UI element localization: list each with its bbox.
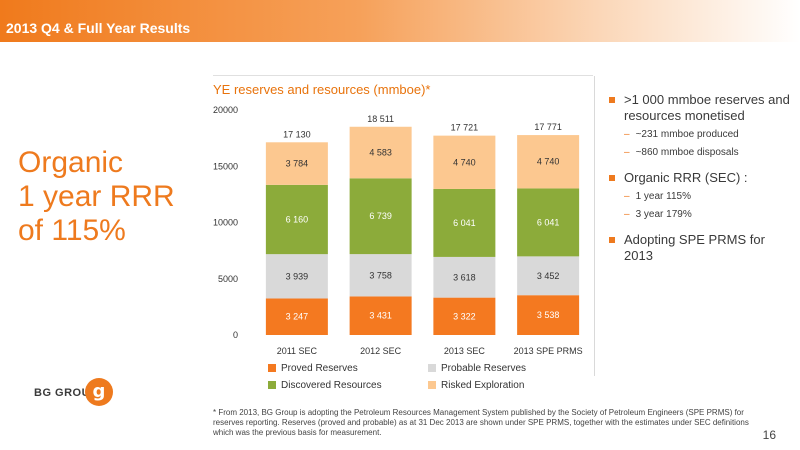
headline-line-3: of 115% [18, 214, 126, 247]
bullet-square-icon [609, 97, 615, 103]
y-tick-label: 15000 [213, 161, 238, 171]
legend-label: Probable Reserves [441, 363, 526, 374]
bar-value-label: 6 160 [286, 215, 309, 225]
bar-value-label: 3 431 [369, 311, 392, 321]
bar-segment [265, 142, 328, 185]
bar-segment [433, 256, 496, 298]
bar-value-label: 3 784 [286, 159, 309, 169]
bar-total-label: 18 511 [367, 114, 394, 124]
headline-line-1: Organic [18, 146, 124, 179]
bullet-2: Organic RRR (SEC) : [608, 170, 793, 186]
sub-bullet: –3 year 179% [624, 209, 692, 220]
x-tick-label: 2013 SPE PRMS [514, 346, 583, 356]
legend-swatch [428, 381, 436, 389]
legend-label: Proved Reserves [281, 363, 358, 374]
bar-value-label: 3 939 [286, 271, 309, 281]
bg-group-logo-text: BG GROUP [34, 387, 98, 399]
legend-swatch [268, 364, 276, 372]
header-band [0, 0, 800, 42]
x-tick-label: 2012 SEC [360, 346, 402, 356]
bar-value-label: 3 758 [369, 270, 392, 280]
bullet-square-icon [609, 237, 615, 243]
bar-value-label: 3 618 [453, 272, 476, 282]
bar-segment [349, 254, 412, 297]
slide-title: 2013 Q4 & Full Year Results [6, 20, 191, 36]
y-tick-label: 10000 [213, 218, 238, 228]
y-tick-label: 5000 [218, 274, 238, 284]
bar-segment [433, 135, 496, 189]
y-tick-label: 0 [233, 330, 238, 340]
bg-group-logo-icon: g [85, 378, 113, 406]
legend-label: Risked Exploration [441, 380, 524, 391]
section-divider [594, 76, 595, 376]
bar-segment [517, 135, 580, 189]
bar-segment [349, 296, 412, 335]
bar-segment [433, 297, 496, 335]
bar-value-label: 4 740 [537, 157, 560, 167]
bar-value-label: 6 041 [453, 218, 476, 228]
bar-segment [433, 188, 496, 257]
bar-segment [265, 184, 328, 255]
bar-segment [517, 295, 580, 335]
bullet-1: >1 000 mmboe reserves and resources mone… [608, 92, 793, 124]
x-tick-label: 2013 SEC [444, 346, 486, 356]
footnote: * From 2013, BG Group is adopting the Pe… [213, 408, 749, 437]
page-number: 16 [762, 428, 776, 442]
headline-line-2: 1 year RRR [18, 180, 175, 213]
y-tick-label: 20000 [213, 105, 238, 115]
sub-bullet: – ~231 mmboe produced [624, 129, 739, 140]
bullet-list: >1 000 mmboe reserves and resources mone… [608, 92, 793, 264]
bar-value-label: 4 583 [369, 148, 392, 158]
bullet-square-icon [609, 175, 615, 181]
headline: Organic 1 year RRR of 115% [18, 146, 208, 248]
bar-total-label: 17 721 [451, 123, 479, 133]
bar-value-label: 3 322 [453, 311, 476, 321]
bar-segment [517, 188, 580, 257]
bar-segment [349, 178, 412, 255]
sub-bullet: –1 year 115% [624, 191, 691, 202]
bar-value-label: 4 740 [453, 157, 476, 167]
bar-segment [517, 256, 580, 296]
bar-segment [349, 126, 412, 179]
bar-value-label: 3 247 [286, 312, 309, 322]
legend-swatch [268, 381, 276, 389]
bar-total-label: 17 130 [283, 129, 311, 139]
bar-total-label: 17 771 [534, 122, 562, 132]
top-rule [213, 75, 593, 76]
bullet-3: Adopting SPE PRMS for 2013 [608, 232, 793, 264]
bar-value-label: 3 538 [537, 310, 560, 320]
legend-label: Discovered Resources [281, 380, 382, 391]
bar-value-label: 6 041 [537, 217, 560, 227]
sub-bullet: – ~860 mmboe disposals [624, 147, 739, 158]
bar-value-label: 6 739 [369, 211, 392, 221]
bar-segment [265, 254, 328, 299]
bar-segment [265, 298, 328, 335]
x-tick-label: 2011 SEC [277, 346, 318, 356]
bar-value-label: 3 452 [537, 271, 560, 281]
chart-title: YE reserves and resources (mmboe)* [213, 82, 431, 97]
legend-swatch [428, 364, 436, 372]
